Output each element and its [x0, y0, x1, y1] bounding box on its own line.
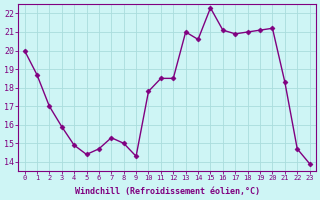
X-axis label: Windchill (Refroidissement éolien,°C): Windchill (Refroidissement éolien,°C)	[75, 187, 260, 196]
